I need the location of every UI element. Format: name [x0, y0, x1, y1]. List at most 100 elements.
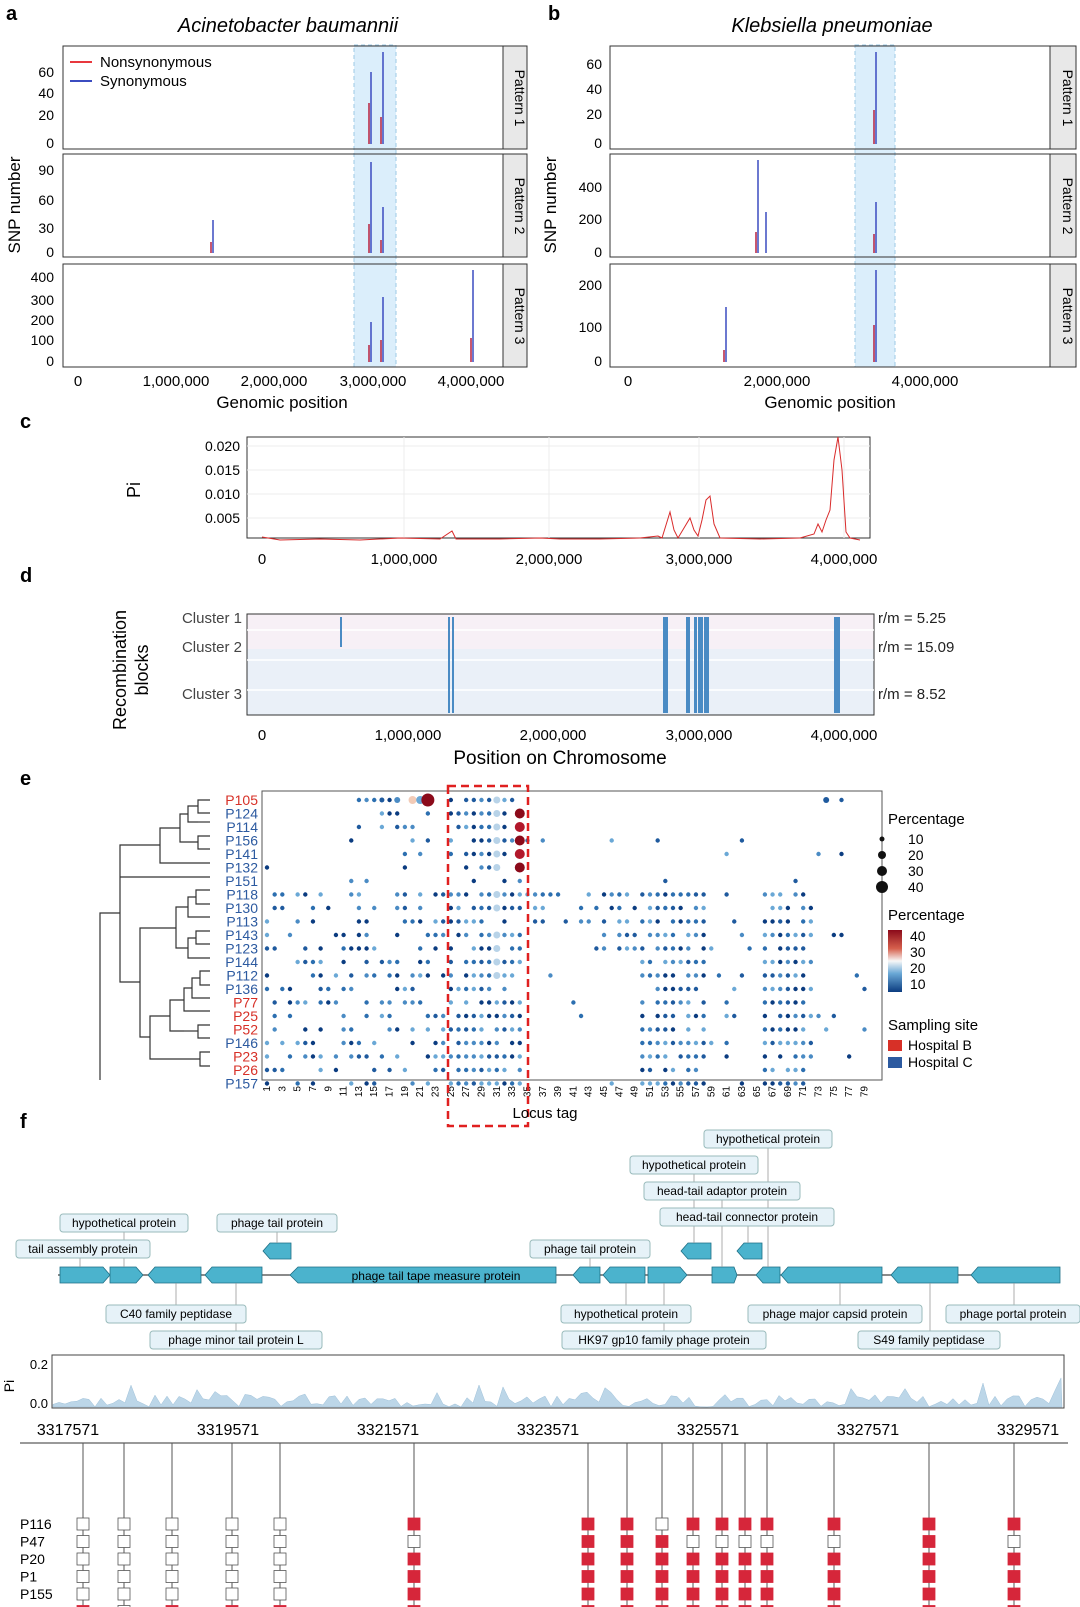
e-dot	[486, 932, 492, 938]
e-dot	[693, 1054, 699, 1059]
e-dot	[624, 919, 630, 924]
e-dot	[479, 838, 484, 843]
e-locus-tick: 43	[584, 1086, 595, 1098]
e-dot	[670, 986, 676, 992]
e-locus-tick: 27	[461, 1086, 472, 1098]
e-dot	[395, 986, 400, 992]
e-dot	[693, 986, 699, 992]
e-dot	[655, 838, 660, 843]
e-dot	[456, 919, 461, 924]
e-dot	[517, 946, 522, 951]
e-dot	[418, 851, 423, 857]
e-dot	[801, 1081, 806, 1086]
e-dot	[494, 1067, 499, 1073]
e-dot	[548, 973, 553, 978]
e-dot	[395, 1054, 400, 1059]
e-dot	[440, 1013, 446, 1019]
e-dot	[372, 905, 377, 911]
e-dot	[785, 919, 791, 924]
e-dot	[433, 1013, 438, 1019]
e-dot	[448, 797, 454, 803]
gene-label-top-4: hypothetical protein	[72, 1216, 176, 1230]
e-dot	[318, 1027, 323, 1032]
e-dot	[509, 973, 515, 978]
e-dot	[318, 892, 323, 897]
e-dot	[440, 973, 446, 978]
e-dot	[617, 919, 622, 924]
e-dot	[333, 1000, 339, 1005]
e-dot	[479, 946, 484, 951]
e-dot	[364, 1081, 369, 1086]
strip-b-1: Pattern 1	[1060, 70, 1076, 127]
a-xtick-4: 4,000,000	[438, 373, 505, 390]
e-dot	[418, 959, 423, 965]
e-dot	[808, 1054, 814, 1059]
e-dot	[601, 892, 607, 897]
e-dot	[778, 973, 783, 978]
cluster-label-1: Cluster 1	[182, 610, 242, 627]
e-dot	[701, 973, 706, 978]
e-dot	[655, 1000, 660, 1005]
e-dot	[440, 932, 446, 938]
e-dot	[509, 1054, 515, 1059]
e-dot	[479, 1040, 484, 1046]
e-dot	[663, 1013, 668, 1019]
f-snp-cell	[686, 1552, 700, 1566]
f-snp-cell	[686, 1570, 700, 1583]
e-dot	[770, 973, 775, 978]
panel-a: Acinetobacter baumannii SNP number Patte…	[5, 15, 528, 412]
e-dot	[379, 1054, 385, 1059]
e-dot	[421, 793, 435, 807]
e-dot	[372, 1081, 377, 1086]
e-dot	[640, 892, 645, 897]
e-dot	[372, 946, 377, 951]
e-dot	[563, 919, 568, 924]
panel-c: Pi 0.020 0.015 0.010 0.005 0 1,000,000 2…	[124, 436, 877, 568]
rm-3: r/m = 8.52	[878, 686, 946, 703]
e-dot	[402, 986, 408, 992]
e-dot	[778, 905, 783, 911]
e-dot	[693, 1067, 699, 1073]
e-dot	[663, 878, 668, 884]
e-dot	[326, 986, 331, 992]
f-snp-cell	[273, 1605, 287, 1607]
e-dot	[655, 919, 660, 924]
e-dot	[326, 1000, 331, 1005]
e-dot	[364, 959, 369, 965]
e-dot	[295, 1000, 300, 1005]
f-snp-cell	[738, 1605, 752, 1607]
svg-text:300: 300	[31, 292, 55, 308]
e-dot	[532, 905, 538, 911]
e-dot	[479, 851, 484, 857]
e-dot	[762, 1067, 768, 1073]
f-pos-3: 3323571	[517, 1422, 579, 1439]
e-dot	[686, 919, 691, 924]
e-dot	[678, 1000, 683, 1005]
f-snp-cell	[225, 1587, 239, 1601]
e-dot	[686, 1000, 691, 1005]
e-dot	[678, 1054, 683, 1059]
f-snp-cell	[407, 1570, 421, 1583]
e-dot	[410, 1040, 415, 1046]
e-dot	[387, 1000, 392, 1005]
e-dot	[394, 797, 401, 803]
e-dot	[785, 1067, 791, 1073]
panel-c-ylabel: Pi	[124, 482, 144, 498]
e-dot	[770, 905, 775, 911]
e-row-label: P112	[226, 968, 258, 984]
e-dot	[709, 946, 714, 951]
e-dot	[295, 919, 300, 924]
e-dot	[502, 1027, 507, 1032]
e-dot	[801, 946, 806, 951]
e-dot	[486, 1040, 492, 1046]
f-pi-area	[52, 1377, 1063, 1408]
e-dot	[640, 959, 645, 965]
e-dot	[440, 919, 446, 924]
e-dot	[601, 946, 607, 951]
e-dot	[364, 919, 369, 924]
e-dot	[494, 1027, 499, 1032]
e-dot	[463, 1081, 469, 1086]
e-locus-tick: 75	[829, 1086, 840, 1098]
e-dot	[678, 919, 683, 924]
e-highlight-box	[446, 784, 530, 1128]
